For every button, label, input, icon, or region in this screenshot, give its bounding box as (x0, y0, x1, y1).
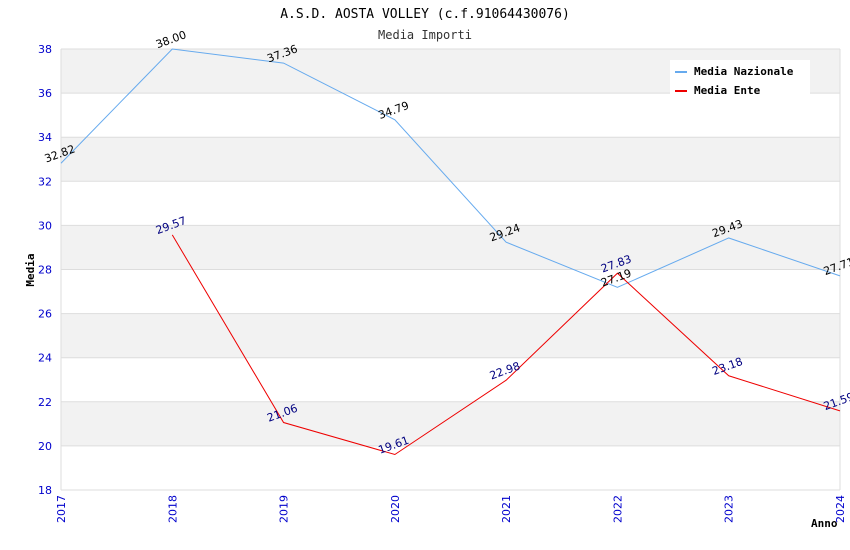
series-lines (60, 48, 841, 456)
legend-box (670, 60, 810, 98)
grid-band (61, 401, 840, 446)
grid-band (61, 181, 840, 226)
grid-band (61, 445, 840, 490)
y-tick-label: 34 (38, 131, 52, 144)
chart-title: A.S.D. AOSTA VOLLEY (c.f.91064430076) (280, 7, 570, 22)
chart-subtitle: Media Importi (378, 28, 472, 42)
legend-label-media-nazionale: Media Nazionale (694, 65, 794, 78)
y-tick-label: 24 (38, 352, 52, 365)
series-line-media-nazionale (60, 48, 841, 288)
x-axis-label: Anno (811, 517, 838, 530)
y-tick-label: 32 (38, 175, 52, 188)
y-tick-label: 38 (38, 43, 52, 56)
series-line-media-ente (171, 234, 841, 456)
x-tick-label: 2019 (278, 495, 291, 523)
grid-band (61, 93, 840, 138)
grid-band (61, 137, 840, 182)
x-tick-label: 2024 (834, 495, 847, 523)
grid-band (61, 269, 840, 314)
grid-lines (60, 48, 841, 491)
y-tick-label: 30 (38, 219, 52, 232)
x-tick-label: 2018 (166, 495, 179, 523)
y-axis-label: Media (24, 253, 37, 286)
x-tick-label: 2022 (611, 495, 624, 523)
y-tick-label: 22 (38, 396, 52, 409)
y-tick-label: 18 (38, 484, 52, 497)
y-tick-label: 26 (38, 308, 52, 321)
grid-band (61, 357, 840, 402)
legend-label-media-ente: Media Ente (694, 84, 761, 97)
grid-band (61, 313, 840, 358)
y-tick-label: 36 (38, 87, 52, 100)
grid-bands (61, 49, 840, 490)
x-axis-ticks: 2017 2018 2019 2020 2021 2022 2023 2024 (55, 495, 847, 523)
y-tick-label: 20 (38, 440, 52, 453)
x-tick-label: 2021 (500, 495, 513, 523)
grid-band (61, 225, 840, 270)
data-label-media-nazionale: 38.00 (154, 28, 188, 51)
y-axis-ticks: 18 20 22 24 26 28 30 32 34 36 38 (38, 43, 52, 497)
x-tick-label: 2017 (55, 495, 68, 523)
x-tick-label: 2023 (723, 495, 736, 523)
legend: Media Nazionale Media Ente (670, 60, 810, 98)
x-tick-label: 2020 (389, 495, 402, 523)
y-tick-label: 28 (38, 264, 52, 277)
